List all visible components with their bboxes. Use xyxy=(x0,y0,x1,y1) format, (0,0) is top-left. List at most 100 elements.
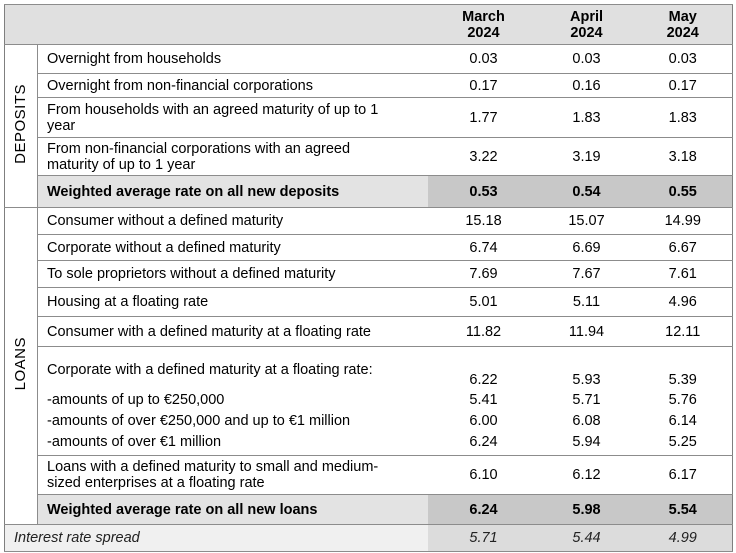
data-row: Consumer with a defined maturity at a fl… xyxy=(5,316,733,347)
rates-table: March 2024 April 2024 May 2024 DEPOSITS Overnig… xyxy=(4,4,733,552)
row-value: 5.93 xyxy=(572,372,601,388)
total-row: Weighted average rate on all new deposit… xyxy=(5,175,733,208)
value-cell: 0.16 xyxy=(539,73,634,98)
value-cell: 5.39 5.76 6.14 5.25 xyxy=(633,346,733,456)
value-cell: 6.10 xyxy=(427,455,540,495)
value-cell: 5.54 xyxy=(633,494,733,525)
section-cell: LOANS xyxy=(4,207,38,525)
value-cell: 6.12 xyxy=(539,455,634,495)
row-label: Consumer with a defined maturity at a fl… xyxy=(37,316,428,347)
value-cell: 5.71 xyxy=(427,524,540,552)
data-row: From non-financial corporations with an … xyxy=(5,137,733,176)
value-cell: 3.22 xyxy=(427,137,540,176)
value-cell: 6.69 xyxy=(539,234,634,261)
value-cell: 15.18 xyxy=(427,207,540,235)
value-cell: 6.67 xyxy=(633,234,733,261)
row-label: Housing at a floating rate xyxy=(37,287,428,317)
value-cell: 0.03 xyxy=(633,44,733,74)
subrow-value: 5.25 xyxy=(668,434,697,450)
value-cell: 11.82 xyxy=(427,316,540,347)
label-block: Corporate with a defined maturity at a f… xyxy=(47,347,398,455)
row-value: 5.39 xyxy=(668,372,697,388)
value-cell: 6.22 5.41 6.00 6.24 xyxy=(427,346,540,456)
subrow-value: 6.00 xyxy=(469,413,498,429)
subrow-label: -amounts of up to €250,000 xyxy=(47,392,225,408)
row-label: Corporate with a defined maturity at a f… xyxy=(47,362,373,378)
row-label: Loans with a defined maturity to small a… xyxy=(37,455,428,495)
value-cell: 0.17 xyxy=(633,73,733,98)
header-year: 2024 xyxy=(467,24,500,41)
section-label: DEPOSITS xyxy=(12,84,29,164)
total-label: Weighted average rate on all new deposit… xyxy=(37,175,428,208)
column-header: May 2024 xyxy=(633,4,733,45)
value-cell: 0.03 xyxy=(539,44,634,74)
subrow-value: 5.41 xyxy=(469,392,498,408)
data-row: Housing at a floating rate 5.01 5.11 4.96 xyxy=(5,287,733,317)
header-month: April xyxy=(569,8,604,25)
header-row: March 2024 April 2024 May 2024 xyxy=(4,4,733,45)
value-cell: 4.96 xyxy=(633,287,733,317)
value-cell: 0.54 xyxy=(539,175,634,208)
header-month: May xyxy=(668,8,697,25)
data-row: DEPOSITS Overnight from households 0.03 0.0… xyxy=(4,44,733,208)
section-label: LOANS xyxy=(12,337,29,391)
value-cell: 14.99 xyxy=(633,207,733,235)
value-cell: 1.77 xyxy=(427,97,540,138)
subrow-value: 5.71 xyxy=(572,392,601,408)
header-month: March xyxy=(462,8,505,25)
value-cell: 15.07 xyxy=(539,207,634,235)
section-cell: DEPOSITS xyxy=(4,44,38,208)
row-label: To sole proprietors without a defined ma… xyxy=(37,260,428,288)
total-row: Weighted average rate on all new loans 6.… xyxy=(5,494,733,525)
subrow-value: 5.94 xyxy=(572,434,601,450)
value-block: 6.22 5.41 6.00 6.24 xyxy=(428,347,540,455)
subrow-value: 6.24 xyxy=(469,434,498,450)
subrow-value: 6.14 xyxy=(668,413,697,429)
subrow-label: -amounts of over €250,000 and up to €1 m… xyxy=(47,413,351,429)
total-label: Weighted average rate on all new loans xyxy=(37,494,428,525)
value-cell: 5.98 xyxy=(539,494,634,525)
data-row: Corporate without a defined maturity 6.74… xyxy=(5,234,733,261)
header-year: 2024 xyxy=(570,24,603,41)
value-cell: 5.11 xyxy=(539,287,634,317)
value-cell: 6.24 xyxy=(427,494,540,525)
value-block: 5.39 5.76 6.14 5.25 xyxy=(634,347,733,455)
column-header: April 2024 xyxy=(539,4,634,45)
value-cell: 5.93 5.71 6.08 5.94 xyxy=(539,346,634,456)
data-row: Corporate with a defined maturity at a f… xyxy=(5,346,733,456)
value-cell: 1.83 xyxy=(539,97,634,138)
row-label: Corporate without a defined maturity xyxy=(37,234,428,261)
row-value: 6.22 xyxy=(469,372,498,388)
value-cell: 12.11 xyxy=(633,316,733,347)
value-cell: 6.74 xyxy=(427,234,540,261)
value-cell: 3.18 xyxy=(633,137,733,176)
value-cell: 7.69 xyxy=(427,260,540,288)
subrow-value: 5.76 xyxy=(668,392,697,408)
header-year: 2024 xyxy=(666,24,699,41)
column-header: March 2024 xyxy=(427,4,540,45)
value-cell: 5.01 xyxy=(427,287,540,317)
row-label: Consumer without a defined maturity xyxy=(37,207,428,235)
value-cell: 1.83 xyxy=(633,97,733,138)
value-cell: 6.17 xyxy=(633,455,733,495)
subrow-label: -amounts of over €1 million xyxy=(47,434,222,450)
data-row: Overnight from non-financial corporation… xyxy=(5,73,733,98)
data-row: To sole proprietors without a defined ma… xyxy=(5,260,733,288)
row-label: From non-financial corporations with an … xyxy=(37,137,428,176)
value-block: 5.93 5.71 6.08 5.94 xyxy=(540,347,634,455)
value-cell: 5.44 xyxy=(539,524,634,552)
corner-cell xyxy=(4,4,428,45)
value-cell: 11.94 xyxy=(539,316,634,347)
subrow-value: 6.08 xyxy=(572,413,601,429)
spread-row: Interest rate spread 5.71 5.44 4.99 xyxy=(4,524,733,552)
label-cell: Corporate with a defined maturity at a f… xyxy=(37,346,428,456)
row-label: Overnight from non-financial corporation… xyxy=(37,73,428,98)
spread-label: Interest rate spread xyxy=(4,524,428,552)
value-cell: 3.19 xyxy=(539,137,634,176)
data-row: Loans with a defined maturity to small a… xyxy=(5,455,733,495)
value-cell: 0.03 xyxy=(427,44,540,74)
table-body: March 2024 April 2024 May 2024 DEPOSITS Overnig… xyxy=(4,4,733,552)
value-cell: 7.61 xyxy=(633,260,733,288)
data-row: From households with an agreed maturity … xyxy=(5,97,733,138)
